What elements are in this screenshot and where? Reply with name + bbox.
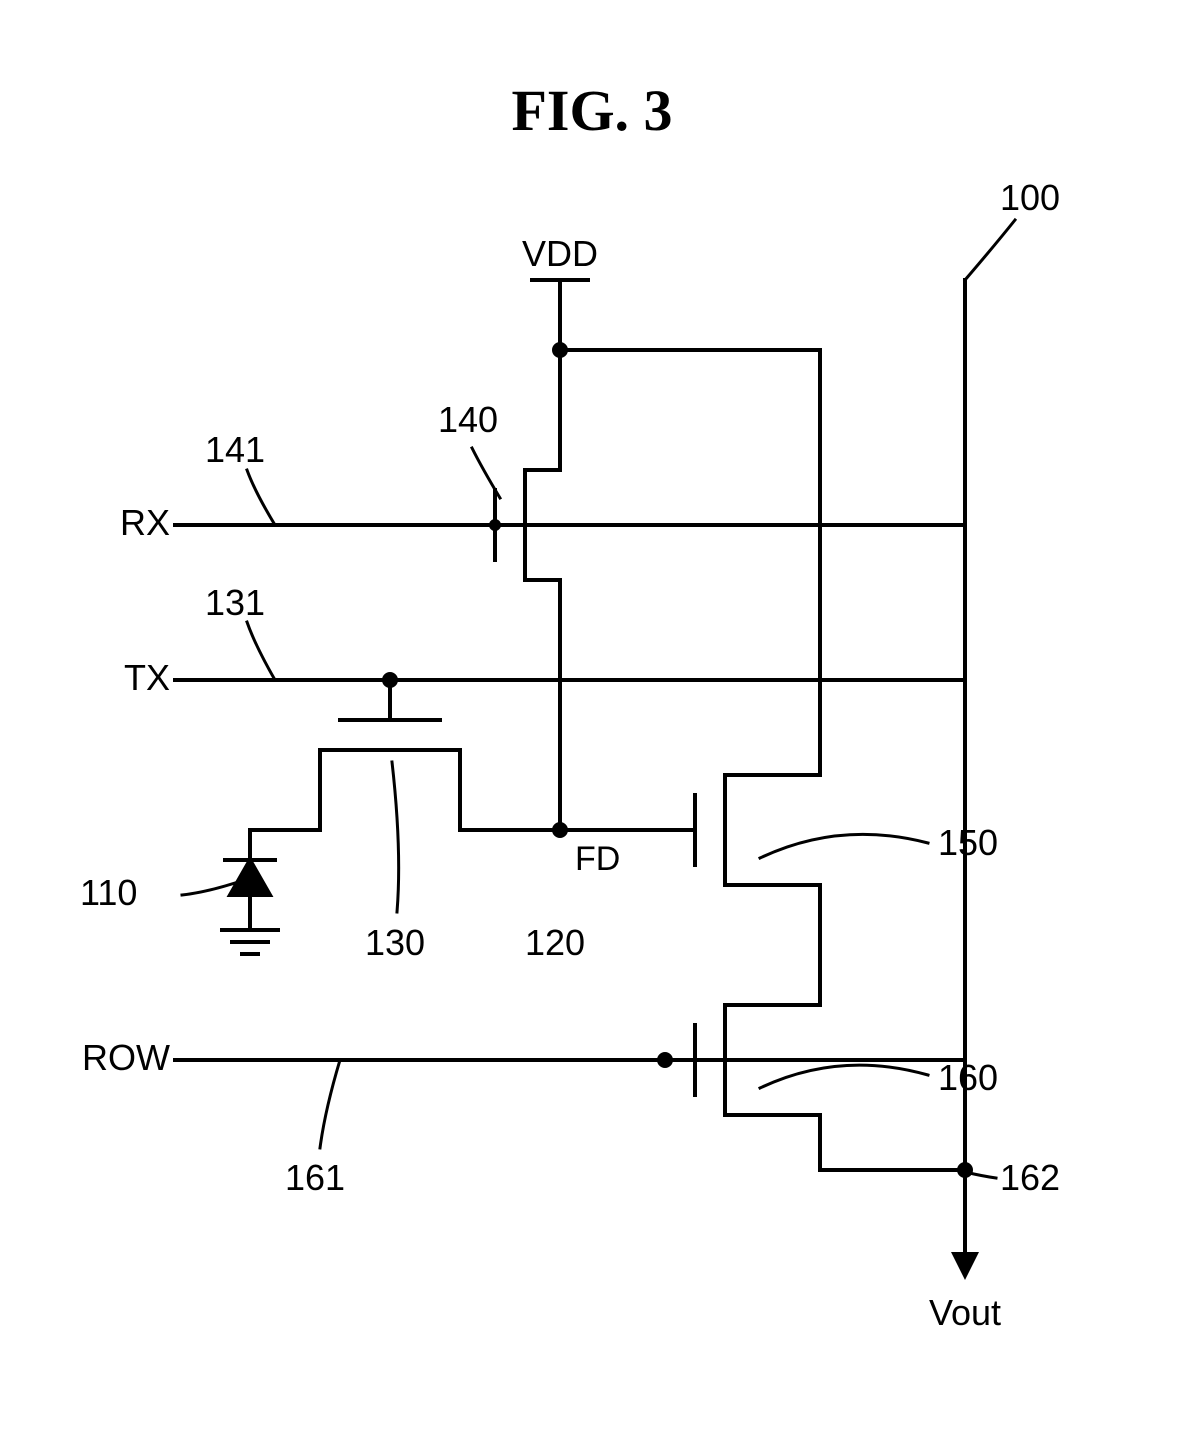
transistor-select bbox=[659, 1005, 965, 1170]
photodiode bbox=[222, 830, 278, 954]
label-rx: RX bbox=[120, 502, 170, 543]
ref-100: 100 bbox=[1000, 177, 1060, 218]
ref-162: 162 bbox=[1000, 1157, 1060, 1198]
ref-150: 150 bbox=[938, 822, 998, 863]
transistor-source-follower bbox=[665, 775, 820, 1005]
callout-leaders bbox=[182, 220, 1015, 1178]
ref-140: 140 bbox=[438, 399, 498, 440]
ref-110: 110 bbox=[80, 872, 137, 913]
vout-arrow-icon bbox=[951, 1252, 979, 1280]
label-vdd: VDD bbox=[522, 233, 598, 274]
ref-130: 130 bbox=[365, 922, 425, 963]
transistor-transfer bbox=[250, 674, 560, 830]
ref-131: 131 bbox=[205, 582, 265, 623]
ref-160: 160 bbox=[938, 1057, 998, 1098]
label-fd: FD bbox=[575, 840, 620, 878]
label-vout: Vout bbox=[929, 1292, 1001, 1333]
label-row: ROW bbox=[82, 1037, 170, 1078]
label-tx: TX bbox=[124, 657, 170, 698]
ref-120: 120 bbox=[525, 922, 585, 963]
figure-title: FIG. 3 bbox=[511, 78, 672, 143]
circuit-schematic bbox=[175, 220, 1015, 1280]
ref-161: 161 bbox=[285, 1157, 345, 1198]
ref-141: 141 bbox=[205, 429, 265, 470]
circuit-figure: FIG. 3 bbox=[0, 0, 1185, 1429]
